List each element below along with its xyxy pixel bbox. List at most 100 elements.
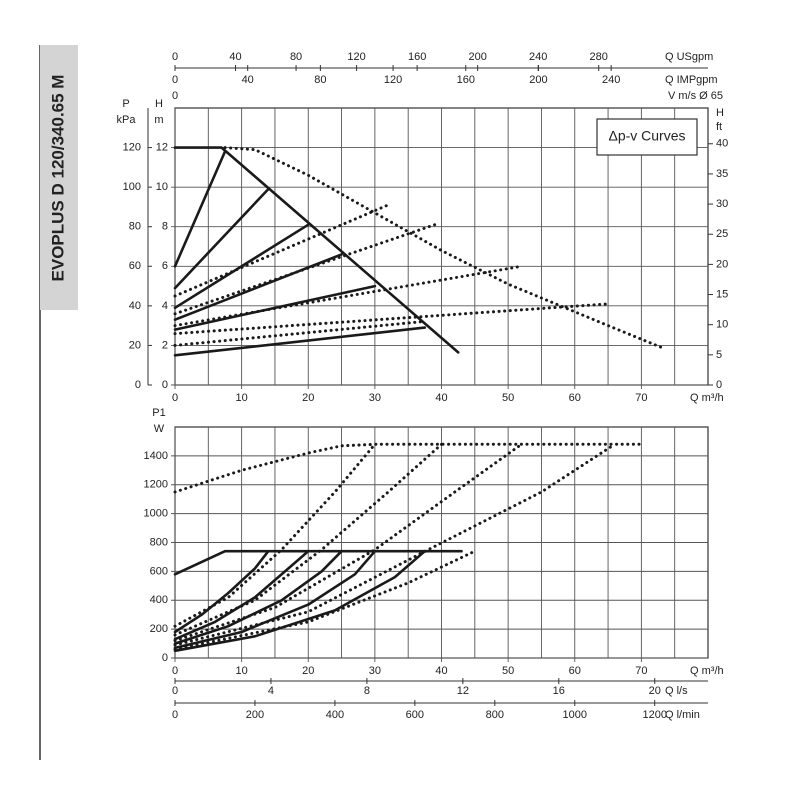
kpa-tick-label: 40	[129, 300, 141, 312]
dotted-curve	[173, 223, 437, 316]
dotted-curve	[173, 203, 390, 298]
y2-tick-label: 10	[716, 319, 728, 331]
y-tick-label: 12	[156, 141, 168, 153]
dotted-curve	[173, 442, 377, 628]
y-tick-label: 8	[162, 221, 168, 233]
solid-curve	[173, 187, 270, 290]
dotted-curve	[173, 442, 523, 643]
aux-tick-label: 20	[649, 685, 661, 697]
x-tick-label: 30	[369, 665, 381, 677]
aux-tick-label: 160	[408, 51, 426, 63]
aux-tick-label: 800	[486, 709, 504, 721]
y2-tick-label: 15	[716, 288, 728, 300]
dotted-curve	[173, 302, 610, 336]
aux-tick-label: 12	[457, 685, 469, 697]
x-tick-label: 50	[502, 392, 514, 404]
dotted-curve	[173, 549, 477, 651]
solid-curve	[173, 549, 343, 645]
aux-axis-label: Q USgpm	[665, 51, 713, 63]
kpa-tick-label: 20	[129, 339, 141, 351]
aux-tick-label: 120	[384, 74, 402, 86]
aux-tick-label: 240	[529, 51, 547, 63]
aux-tick-label: 0	[172, 74, 178, 86]
aux-axis-label: Q l/min	[665, 709, 700, 721]
dotted-curve	[173, 442, 617, 647]
aux-tick-label: 200	[529, 74, 547, 86]
aux-tick-label: 160	[457, 74, 475, 86]
y-tick-label: 2	[162, 339, 168, 351]
y2-tick-label: 35	[716, 168, 728, 180]
aux-tick-label: 0	[172, 51, 178, 63]
x-tick-label: 0	[172, 392, 178, 404]
y-tick-label: 0	[162, 652, 168, 664]
aux-tick-label: 1000	[563, 709, 587, 721]
kpa-tick-label: 120	[123, 141, 141, 153]
aux-tick-label: 80	[290, 51, 302, 63]
kpa-tick-label: 60	[129, 260, 141, 272]
y-tick-label: 400	[150, 594, 168, 606]
y-tick-label: 0	[162, 379, 168, 391]
aux-tick-label: 600	[406, 709, 424, 721]
y-tick-label: 600	[150, 565, 168, 577]
aux-tick-label: 4	[268, 685, 274, 697]
aux-tick-label: 8	[364, 685, 370, 697]
y-axis-label: P1	[152, 407, 165, 419]
solid-curve	[173, 150, 227, 268]
kpa-axis-label: P	[122, 98, 129, 110]
kpa-tick-label: 0	[135, 379, 141, 391]
aux-axis-label: Q IMPgpm	[665, 74, 718, 86]
solid-curve	[173, 549, 463, 576]
aux-tick-label: 80	[314, 74, 326, 86]
x-tick-label: 50	[502, 665, 514, 677]
x-tick-label: 60	[569, 392, 581, 404]
y-tick-label: 10	[156, 181, 168, 193]
x-tick-label: 20	[302, 665, 314, 677]
dotted-curve	[173, 320, 423, 347]
side-band	[40, 45, 78, 310]
velocity-tick-label: 0	[172, 90, 178, 102]
aux-tick-label: 280	[590, 51, 608, 63]
aux-axis-label: Q l/s	[665, 685, 688, 697]
solid-curve	[173, 326, 427, 357]
aux-tick-label: 40	[229, 51, 241, 63]
y-tick-label: 1000	[144, 508, 168, 520]
y2-tick-label: 30	[716, 198, 728, 210]
x-axis-label: Q m³/h	[690, 392, 724, 404]
y-tick-label: 4	[162, 300, 168, 312]
y-tick-label: 800	[150, 536, 168, 548]
y-axis-unit: m	[154, 114, 163, 126]
aux-tick-label: 400	[326, 709, 344, 721]
side-title: EVOPLUS D 120/340.65 M	[48, 75, 67, 282]
x-tick-label: 20	[302, 392, 314, 404]
legend-box	[596, 118, 698, 156]
dotted-curve	[223, 146, 663, 349]
y-tick-label: 1200	[144, 479, 168, 491]
kpa-axis-unit: kPa	[117, 114, 137, 126]
x-tick-label: 70	[635, 665, 647, 677]
x-tick-label: 10	[236, 665, 248, 677]
aux-tick-label: 40	[242, 74, 254, 86]
y-tick-label: 1400	[144, 450, 168, 462]
y-axis-label: H	[155, 98, 163, 110]
y-tick-label: 6	[162, 260, 168, 272]
velocity-label: V m/s Ø 65	[668, 90, 723, 102]
kpa-tick-label: 80	[129, 221, 141, 233]
solid-curve	[173, 549, 270, 634]
solid-curve	[173, 253, 343, 321]
x-tick-label: 0	[172, 665, 178, 677]
y2-axis-unit: ft	[716, 121, 722, 133]
y2-tick-label: 5	[716, 349, 722, 361]
x-tick-label: 40	[435, 665, 447, 677]
aux-tick-label: 0	[172, 709, 178, 721]
legend-text: Δp-v Curves	[608, 128, 685, 144]
x-tick-label: 60	[569, 665, 581, 677]
x-tick-label: 40	[435, 392, 447, 404]
aux-tick-label: 16	[553, 685, 565, 697]
x-tick-label: 10	[236, 392, 248, 404]
y-tick-label: 200	[150, 623, 168, 635]
aux-tick-label: 200	[468, 51, 486, 63]
y2-tick-label: 0	[716, 379, 722, 391]
solid-curve	[173, 549, 377, 650]
